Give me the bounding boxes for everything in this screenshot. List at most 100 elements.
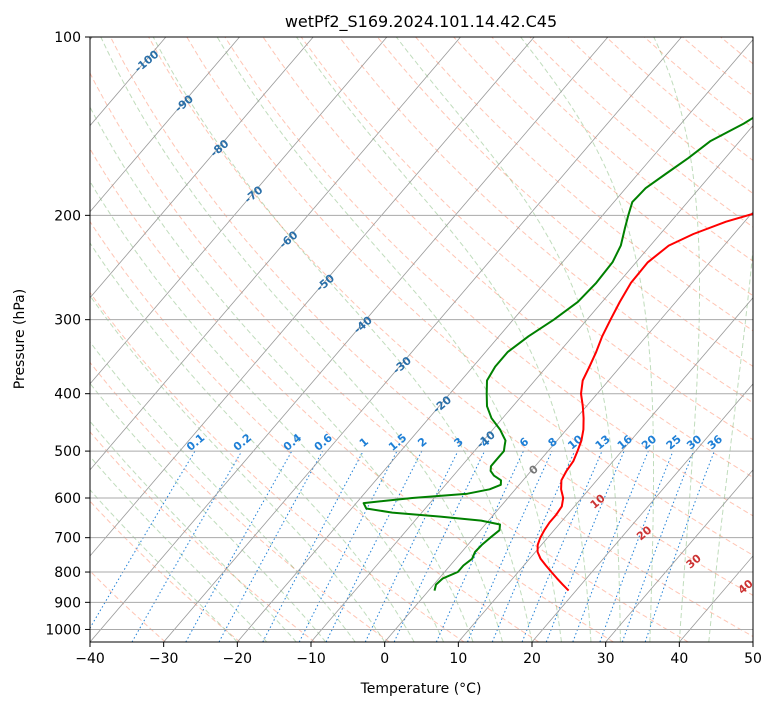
isotherm-line xyxy=(90,37,535,557)
dry-adiabat xyxy=(453,37,753,297)
dry-adiabat-label: 20 xyxy=(634,523,654,543)
isotherm-line xyxy=(679,555,753,642)
background-lines xyxy=(90,37,775,642)
y-tick-label: 600 xyxy=(54,491,81,507)
dry-adiabat xyxy=(377,37,753,368)
mixing-ratio-label: 6 xyxy=(517,435,531,450)
mixing-ratio-label: 8 xyxy=(546,435,560,450)
x-tick-label: 40 xyxy=(670,651,688,667)
x-tick-label: −40 xyxy=(75,651,105,667)
dry-adiabat-label: 10 xyxy=(588,491,608,511)
y-axis-label: Pressure (hPa) xyxy=(12,289,28,389)
dry-adiabat xyxy=(720,37,753,65)
mixing-ratio-label: 0.2 xyxy=(231,431,254,453)
x-tick-label: 50 xyxy=(744,651,762,667)
mixing-ratio-line xyxy=(572,450,649,642)
y-tick-label: 400 xyxy=(54,387,81,403)
dry-adiabat xyxy=(90,220,540,642)
temperature-trace xyxy=(536,212,753,592)
dry-adiabat-label: 30 xyxy=(684,551,704,571)
mixing-ratio-line xyxy=(393,450,486,642)
mixing-ratio-label: 25 xyxy=(664,433,684,453)
dry-adiabat xyxy=(338,37,753,404)
isotherm-line xyxy=(90,37,388,385)
dry-adiabat xyxy=(567,37,753,195)
moist-adiabat xyxy=(395,37,621,642)
x-tick-label: 10 xyxy=(449,651,467,667)
moist-adiabat xyxy=(100,37,503,642)
y-tick-label: 900 xyxy=(54,595,81,611)
mixing-ratio-label: 0.1 xyxy=(184,431,207,453)
y-tick-label: 1000 xyxy=(45,622,81,638)
moist-adiabat xyxy=(90,382,327,642)
x-tick-label: −10 xyxy=(296,651,326,667)
x-axis-ticks: −40 −30 −20 −10 0 10 20 30 40 50 xyxy=(75,642,762,667)
dry-adiabat xyxy=(224,37,753,517)
mixing-ratio-label: 13 xyxy=(593,433,613,453)
isotherm-line xyxy=(384,211,753,642)
y-tick-label: 100 xyxy=(54,30,81,46)
mixing-ratio-line xyxy=(644,450,715,642)
dry-adiabat xyxy=(90,291,465,642)
isotherm-line xyxy=(163,37,682,642)
y-tick-label: 700 xyxy=(54,531,81,547)
dry-adiabat xyxy=(90,431,316,642)
isotherm-line xyxy=(531,383,753,642)
moist-adiabat xyxy=(296,37,592,642)
mixing-ratio-label: 3 xyxy=(452,435,466,450)
isotherm-label: 0 xyxy=(527,462,541,477)
dry-adiabat xyxy=(186,37,753,556)
moist-adiabat xyxy=(152,37,533,642)
mixing-ratio-line xyxy=(521,450,603,642)
dry-adiabat xyxy=(90,361,390,642)
mixing-ratio-label: 0.6 xyxy=(312,431,336,454)
dry-adiabat xyxy=(148,37,753,596)
x-tick-label: 20 xyxy=(523,651,541,667)
moist-adiabat xyxy=(90,294,386,642)
isotherm-line xyxy=(237,38,753,642)
isotherm-line xyxy=(90,37,314,299)
isotherm-line xyxy=(90,37,609,642)
mixing-ratio-label: 20 xyxy=(639,432,659,452)
y-tick-label: 800 xyxy=(54,565,81,581)
dry-adiabat xyxy=(262,37,753,478)
moist-adiabat xyxy=(216,37,562,642)
isotherm-line xyxy=(458,297,753,642)
mixing-ratio-line xyxy=(364,450,459,642)
profile-traces xyxy=(362,116,753,592)
mixing-ratio-line xyxy=(262,450,364,642)
x-axis-label: Temperature (°C) xyxy=(360,681,482,697)
isotherm-line xyxy=(310,125,753,642)
mixing-ratio-line xyxy=(218,450,324,642)
mixing-ratio-line xyxy=(545,450,625,642)
moist-adiabat xyxy=(520,37,654,642)
x-tick-label: 0 xyxy=(380,651,389,667)
moist-adiabat xyxy=(90,341,356,642)
mixing-ratio-line xyxy=(599,450,674,642)
y-axis-ticks: 100 200 300 400 500 600 700 800 900 1000 xyxy=(45,30,90,638)
isotherm-line xyxy=(90,37,461,471)
isopleth-labels: 0.1 0.2 0.4 0.6 1 1.5 2 3 4 6 8 10 13 16 20 25 30 36-100-… xyxy=(132,47,753,596)
pressure-gridlines xyxy=(90,37,753,630)
dry-adiabat xyxy=(90,71,689,642)
mixing-ratio-label: 16 xyxy=(615,432,635,452)
dry-adiabat xyxy=(759,37,775,642)
dry-adiabat xyxy=(90,147,614,642)
moist-adiabat xyxy=(708,244,753,642)
dry-adiabat xyxy=(605,37,753,162)
chart-title: wetPf2_S169.2024.101.14.42.C45 xyxy=(285,12,557,32)
moist-adiabat xyxy=(90,242,415,642)
x-tick-label: −30 xyxy=(149,651,179,667)
dry-adiabat xyxy=(300,37,753,441)
moist-adiabat xyxy=(90,106,474,642)
mixing-ratio-line xyxy=(185,450,293,642)
mixing-ratio-line xyxy=(621,450,694,642)
mixing-ratio-line xyxy=(325,450,423,642)
dry-adiabat xyxy=(643,37,753,129)
moist-adiabat xyxy=(90,489,238,642)
y-tick-label: 500 xyxy=(54,444,81,460)
mixing-ratio-line xyxy=(90,450,196,629)
moist-adiabat xyxy=(653,37,700,642)
isotherm-line xyxy=(752,641,753,642)
